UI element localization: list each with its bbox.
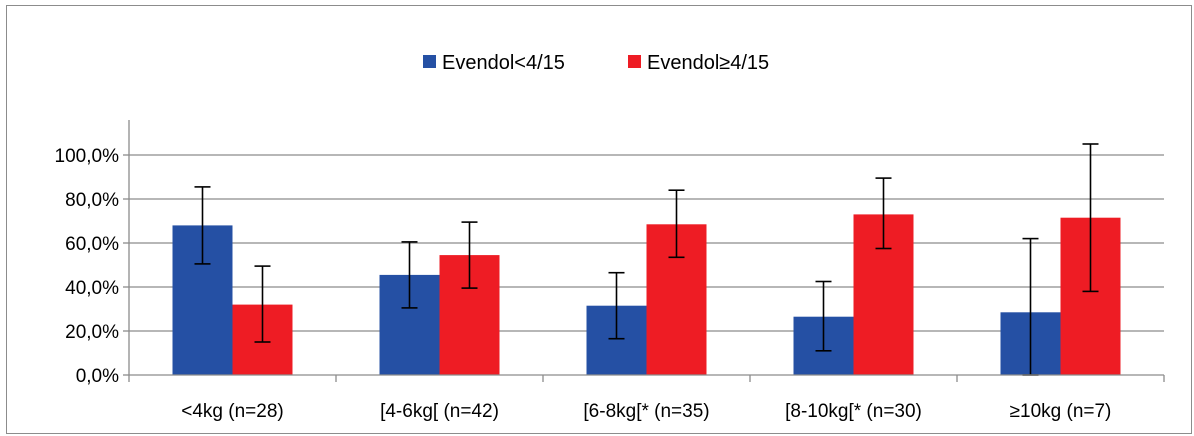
error-bars bbox=[194, 143, 1099, 376]
legend-label-series-1: Evendol<4/15 bbox=[442, 52, 565, 74]
legend-label-series-2: Evendol≥4/15 bbox=[647, 52, 769, 74]
y-tick-label: 60,0% bbox=[65, 234, 119, 255]
y-tick-label: 20,0% bbox=[65, 322, 119, 343]
legend: Evendol<4/15 Evendol≥4/15 bbox=[423, 52, 769, 74]
x-tick-label: [8-10kg[* (n=30) bbox=[785, 401, 922, 422]
x-tick-label: ≥10kg (n=7) bbox=[1010, 401, 1112, 422]
legend-swatch-series-1 bbox=[423, 55, 436, 68]
x-tick-label: [6-8kg[* (n=35) bbox=[583, 401, 709, 422]
axes: 0,0% 20,0% 40,0% 60,0% 80,0% 100,0% <4kg (n=28… bbox=[55, 120, 1165, 422]
x-tick-label: [4-6kg[ (n=42) bbox=[380, 401, 499, 422]
y-tick-label: 0,0% bbox=[76, 366, 119, 387]
bars bbox=[172, 214, 1121, 375]
y-tick-label: 80,0% bbox=[65, 190, 119, 211]
x-tick-label: <4kg (n=28) bbox=[181, 401, 283, 422]
y-tick-label: 40,0% bbox=[65, 278, 119, 299]
y-tick-label: 100,0% bbox=[55, 146, 120, 167]
legend-swatch-series-2 bbox=[628, 55, 641, 68]
